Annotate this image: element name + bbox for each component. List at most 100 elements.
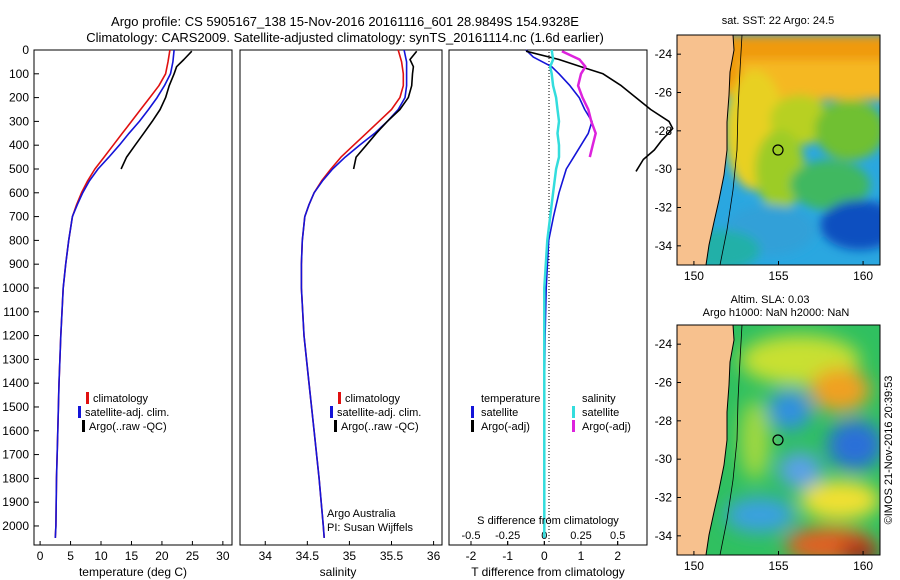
legend-label-satellite: satellite-adj. clim. xyxy=(337,407,421,419)
legend-swatch-t-satellite xyxy=(471,406,474,418)
legend-swatch-t-argo xyxy=(471,420,474,432)
lat-tick-label: -30 xyxy=(655,162,673,176)
legend-swatch-s-argo xyxy=(572,420,575,432)
sla-contour-line xyxy=(719,325,743,555)
argo-float-marker-sst xyxy=(772,144,784,156)
x-tick-label: 5 xyxy=(67,549,74,563)
temperature-axes-frame xyxy=(33,49,233,546)
legend-label-t-argo: Argo(-adj) xyxy=(481,421,530,433)
lat-tick-label: -28 xyxy=(655,414,673,428)
legend-swatch-satellite xyxy=(78,406,81,418)
salinity-axes-frame xyxy=(239,49,443,546)
x-tick-label: 25 xyxy=(186,549,200,563)
difference-axes-frame xyxy=(448,49,648,546)
depth-tick-label: 200 xyxy=(9,91,29,105)
australia-coast-land xyxy=(677,325,735,555)
series-line-temperature-argo-adj- xyxy=(525,50,674,172)
x-tick-label: 0 xyxy=(37,549,44,563)
lat-tick-label: -34 xyxy=(655,239,673,253)
depth-tick-label: 0 xyxy=(22,43,29,57)
temperature-series xyxy=(54,49,193,538)
depth-tick-label: 1700 xyxy=(2,448,29,462)
figure-title-line2: Climatology: CARS2009. Satellite-adjuste… xyxy=(86,30,604,45)
lat-tick-label: -34 xyxy=(655,529,673,543)
legend-title-salinity: salinity xyxy=(582,393,616,405)
difference-legend: temperature satellite Argo(-adj) salinit… xyxy=(471,393,631,433)
series-line-satellite-adj-clim- xyxy=(54,49,175,538)
s-difference-ticks: -0.5 -0.25 0 0.25 0.5 xyxy=(462,530,625,545)
depth-tick-label: 1000 xyxy=(2,281,29,295)
sla-map-title-line1: Altim. SLA: 0.03 xyxy=(731,294,810,306)
sst-contour-line xyxy=(719,35,743,265)
legend-label-climatology: climatology xyxy=(93,393,149,405)
legend-label-s-satellite: satellite xyxy=(582,407,619,419)
depth-tick-label: 300 xyxy=(9,114,29,128)
lat-tick-label: -24 xyxy=(655,337,673,351)
lat-tick-label: -24 xyxy=(655,47,673,61)
lat-tick-label: -32 xyxy=(655,491,673,505)
x-tick-label: 34.5 xyxy=(296,549,320,563)
x-tick-label: 0.25 xyxy=(570,530,591,542)
lon-tick-label: 160 xyxy=(853,269,873,283)
difference-series xyxy=(525,49,674,538)
legend-label-t-satellite: satellite xyxy=(481,407,518,419)
depth-tick-label: 700 xyxy=(9,210,29,224)
credit-line2: PI: Susan Wijffels xyxy=(327,522,413,534)
legend-label-s-argo: Argo(-adj) xyxy=(582,421,631,433)
legend-label-climatology: climatology xyxy=(345,393,401,405)
lon-tick-label: 155 xyxy=(768,559,788,573)
lat-tick-label: -32 xyxy=(655,201,673,215)
t-difference-xlabel: T difference from climatology xyxy=(471,565,625,579)
depth-tick-label: 400 xyxy=(9,138,29,152)
depth-tick-label: 1400 xyxy=(2,376,29,390)
depth-tick-label: 1200 xyxy=(2,329,29,343)
series-line-salinity-argo-adj- xyxy=(561,50,597,158)
depth-tick-label: 1800 xyxy=(2,471,29,485)
x-tick-label: -2 xyxy=(466,549,477,563)
salinity-series xyxy=(300,49,418,538)
depth-tick-label: 600 xyxy=(9,186,29,200)
legend-label-argo: Argo(..raw -QC) xyxy=(89,421,167,433)
sla-map-title-line2: Argo h1000: NaN h2000: NaN xyxy=(703,307,850,319)
x-tick-label: 34 xyxy=(259,549,273,563)
figure-title-line1: Argo profile: CS 5905167_138 15-Nov-2016… xyxy=(111,14,579,29)
depth-tick-label: 900 xyxy=(9,257,29,271)
depth-tick-label: 1500 xyxy=(2,400,29,414)
x-tick-label: 35 xyxy=(343,549,357,563)
depth-tick-label: 500 xyxy=(9,162,29,176)
x-tick-label: -1 xyxy=(502,549,513,563)
x-tick-label: 20 xyxy=(155,549,169,563)
x-tick-label: 36 xyxy=(427,549,441,563)
x-tick-label: 15 xyxy=(125,549,139,563)
series-line-argo-raw-qc- xyxy=(120,50,193,170)
salinity-xlabel: salinity xyxy=(320,565,357,579)
sla-lat-ticks: -24 -26 -28 -30 -32 -34 xyxy=(655,337,681,543)
credit-line1: Argo Australia xyxy=(327,508,396,520)
sst-field xyxy=(677,35,880,265)
sla-lon-ticks: 150 155 160 xyxy=(684,551,873,573)
x-tick-label: 2 xyxy=(614,549,621,563)
x-tick-label: -0.25 xyxy=(495,530,520,542)
sst-map-title: sat. SST: 22 Argo: 24.5 xyxy=(722,15,835,27)
legend-swatch-satellite xyxy=(330,406,333,418)
depth-tick-label: 800 xyxy=(9,233,29,247)
legend-swatch-argo xyxy=(334,420,337,432)
sst-lon-ticks: 150 155 160 xyxy=(684,261,873,283)
series-line-salinity-satellite xyxy=(543,49,561,538)
difference-panel: -2 -1 0 1 2 -0.5 -0.25 0 0.25 0.5 S difference f… xyxy=(448,49,674,579)
series-line-satellite-adj-clim- xyxy=(300,49,408,538)
legend-swatch-s-satellite xyxy=(572,406,575,418)
argo-float-marker-sla xyxy=(772,434,784,446)
x-tick-label: 0 xyxy=(541,549,548,563)
depth-axis: 0 100 200 300 400 500 600 700 800 900 1000 1100 1200… xyxy=(2,43,453,533)
lon-tick-label: 155 xyxy=(768,269,788,283)
salinity-x-ticks: 34 34.5 35 35.5 36 xyxy=(259,541,441,563)
salinity-panel: 34 34.5 35 35.5 36 salinity climatology sate… xyxy=(239,49,443,579)
temperature-panel: 0100200300400500600700800900100011001200… xyxy=(2,43,453,579)
lon-tick-label: 150 xyxy=(684,269,704,283)
lat-tick-label: -26 xyxy=(655,376,673,390)
imos-timestamp: ©IMOS 21-Nov-2016 20:39:53 xyxy=(883,376,895,525)
legend-label-argo: Argo(..raw -QC) xyxy=(341,421,419,433)
depth-tick-label: 1600 xyxy=(2,424,29,438)
